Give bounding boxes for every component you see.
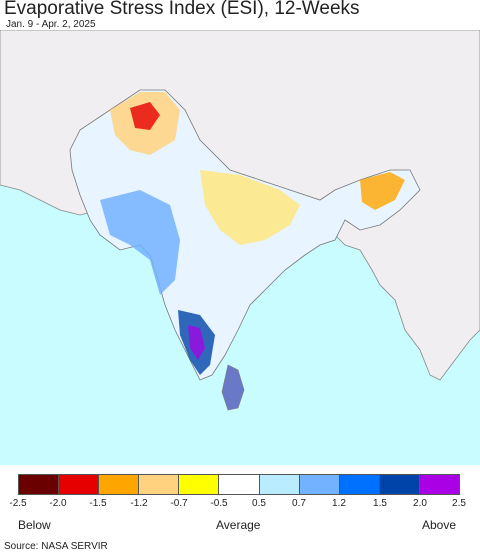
legend-above-label: Above <box>422 518 457 532</box>
legend-tick: -1.2 <box>130 498 148 509</box>
legend-average-label: Average <box>216 518 261 532</box>
legend-swatch <box>19 475 60 494</box>
legend-swatch <box>299 475 340 494</box>
legend-tick: 2.0 <box>413 498 427 509</box>
legend-swatch <box>339 475 380 494</box>
legend-below-label: Below <box>18 518 51 532</box>
map-date-range: Jan. 9 - Apr. 2, 2025 <box>6 19 96 30</box>
legend-swatch <box>139 475 180 494</box>
sri-lanka <box>221 364 245 411</box>
source-credit: Source: NASA SERVIR <box>4 541 108 552</box>
legend-tick: 0.5 <box>252 498 266 509</box>
esi-legend <box>18 474 460 495</box>
legend-tick: 1.5 <box>373 498 387 509</box>
extreme-wet-patch <box>188 325 205 360</box>
legend-tick: 1.2 <box>332 498 346 509</box>
legend-swatch <box>179 475 220 494</box>
legend-swatch <box>379 475 420 494</box>
map-title: Evaporative Stress Index (ESI), 12-Weeks <box>4 0 360 19</box>
legend-ticks: -2.5 -2.0 -1.5 -1.2 -0.7 -0.5 0.5 0.7 1.… <box>0 498 480 512</box>
legend-swatch <box>419 475 460 494</box>
legend-swatch <box>99 475 140 494</box>
dry-central-patch <box>200 170 300 245</box>
legend-tick: -0.5 <box>210 498 228 509</box>
legend-tick: -2.5 <box>9 498 27 509</box>
legend-swatch <box>59 475 100 494</box>
legend-swatch <box>219 475 260 494</box>
legend-tick: -0.7 <box>170 498 188 509</box>
legend-tick: -2.0 <box>49 498 67 509</box>
esi-map <box>0 30 480 465</box>
legend-tick: 2.5 <box>452 498 466 509</box>
wet-west-patch <box>100 190 180 295</box>
severe-dry-patch <box>130 102 160 130</box>
legend-swatch <box>259 475 300 494</box>
legend-tick: 0.7 <box>292 498 306 509</box>
dry-northeast-patch <box>360 172 405 210</box>
legend-tick: -1.5 <box>89 498 107 509</box>
